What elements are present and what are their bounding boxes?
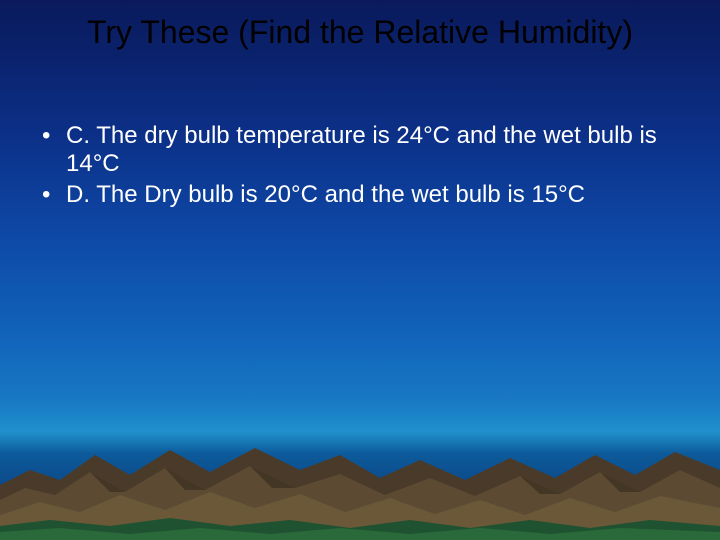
bullet-item: • D. The Dry bulb is 20°C and the wet bu…	[40, 181, 680, 209]
slide: Try These (Find the Relative Humidity) •…	[0, 0, 720, 540]
bullet-item: • C. The dry bulb temperature is 24°C an…	[40, 122, 680, 179]
mountain-decoration	[0, 400, 720, 540]
bullet-text: D. The Dry bulb is 20°C and the wet bulb…	[66, 181, 680, 209]
bullet-marker: •	[40, 122, 66, 179]
slide-content: • C. The dry bulb temperature is 24°C an…	[40, 122, 680, 211]
slide-title: Try These (Find the Relative Humidity)	[0, 14, 720, 51]
bullet-marker: •	[40, 181, 66, 209]
bullet-text: C. The dry bulb temperature is 24°C and …	[66, 122, 680, 179]
